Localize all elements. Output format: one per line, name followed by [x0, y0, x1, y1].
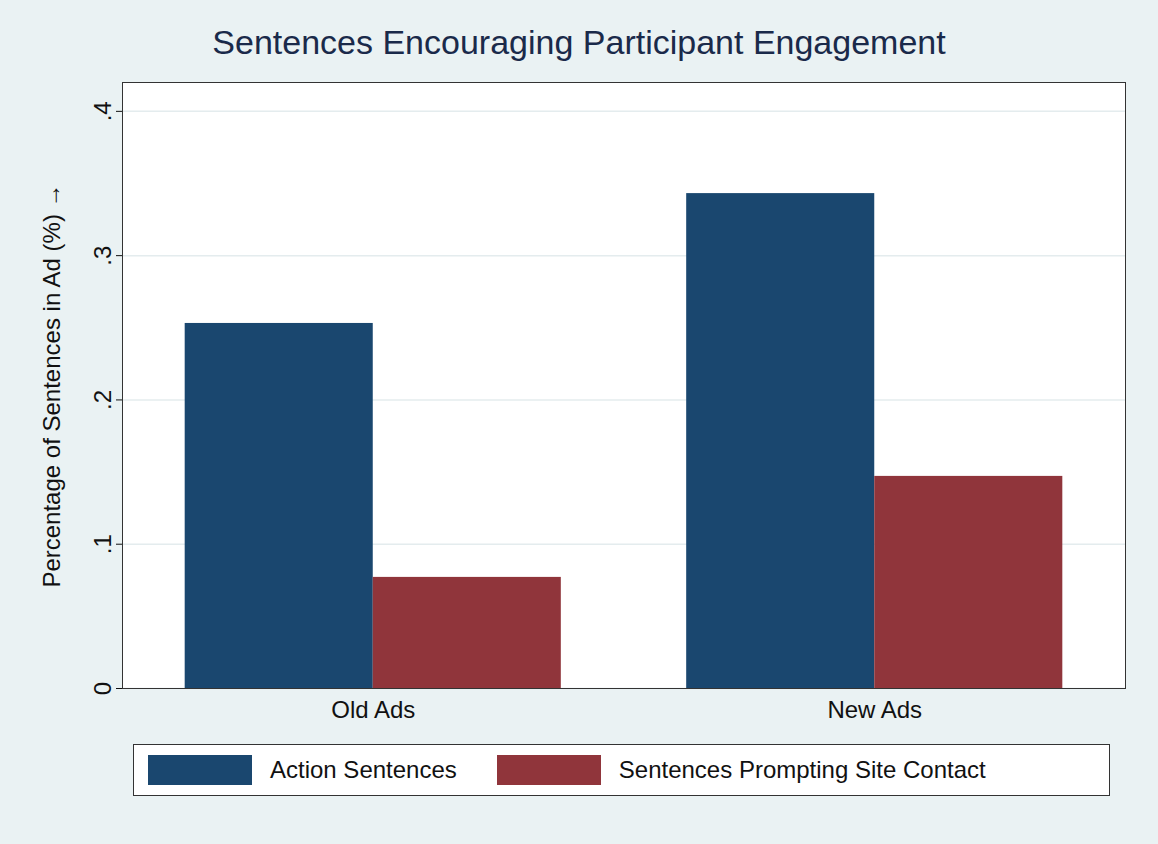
svg-text:.2: .2 [89, 390, 116, 410]
html-text:Sentences Encouraging Particip: Sentences Encouraging Participant Engage… [212, 23, 946, 61]
html-text:Action Sentences: Action Sentences [270, 756, 457, 783]
svg-text:.1: .1 [89, 534, 116, 554]
svg-text:0: 0 [89, 682, 116, 695]
svg-text:.4: .4 [89, 101, 116, 121]
svg-text:Old Ads: Old Ads [331, 696, 415, 723]
svg-text:New Ads: New Ads [827, 696, 922, 723]
html-text:Sentences Prompting Site Conta: Sentences Prompting Site Contact [618, 756, 986, 783]
svg-text:Percentage of Sentences in Ad: Percentage of Sentences in Ad (%) → [38, 183, 65, 587]
svg-text:.3: .3 [89, 246, 116, 266]
